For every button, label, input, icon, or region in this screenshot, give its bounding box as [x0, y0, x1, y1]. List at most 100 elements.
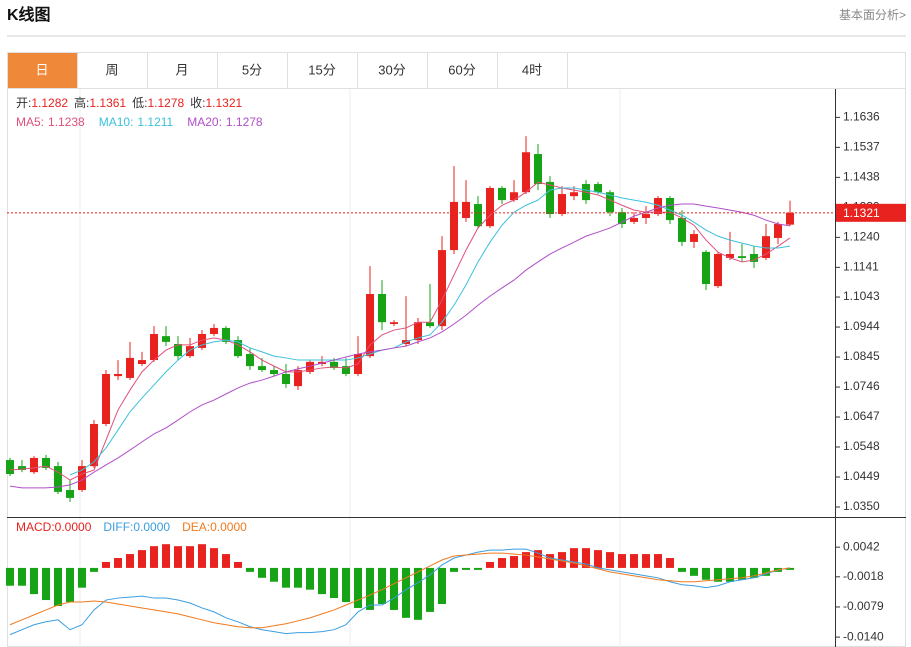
macd-bar	[162, 544, 170, 568]
macd-bar	[246, 567, 254, 572]
macd-bar	[318, 567, 326, 595]
macd-bar	[666, 558, 674, 568]
candle-body	[270, 370, 278, 374]
legend-value: 0.0000	[133, 520, 170, 534]
macd-bar	[630, 554, 638, 568]
macd-bar	[306, 567, 314, 590]
y-tick-label: 0.0042	[843, 539, 880, 553]
candle-body	[6, 460, 14, 474]
macd-bar	[186, 546, 194, 568]
y-tick-label: 1.1537	[843, 140, 880, 154]
y-tick-label: 1.0350	[843, 499, 880, 513]
macd-bar	[726, 567, 734, 582]
tab[interactable]	[77, 52, 148, 89]
macd-bar	[606, 552, 614, 568]
candle-body	[246, 354, 254, 367]
macd-bar	[714, 567, 722, 582]
candle-body	[522, 152, 530, 193]
macd-bar	[450, 567, 458, 572]
macd-bar	[114, 558, 122, 568]
y-tick-label: -0.0140	[843, 629, 884, 643]
candle-body	[510, 192, 518, 201]
y-tick-label: 1.0944	[843, 319, 880, 333]
tab-label[interactable]: 60分	[448, 62, 475, 77]
tab-label[interactable]: 周	[105, 62, 118, 77]
candle-body	[378, 294, 386, 323]
candle-body	[594, 184, 602, 193]
macd-bar	[738, 567, 746, 580]
candle-body	[450, 201, 458, 251]
tab-label[interactable]: 月	[175, 62, 188, 77]
y-tick-label: 1.1438	[843, 170, 880, 184]
analysis-link[interactable]: 基本面分析>	[839, 8, 906, 22]
last-price-tag	[836, 203, 906, 222]
y-tick-label: 1.1141	[843, 260, 879, 274]
candle-body	[690, 234, 698, 242]
macd-bar	[102, 561, 110, 568]
y-tick-label: 1.0449	[843, 469, 880, 483]
candle-body	[666, 197, 674, 221]
macd-bar	[678, 567, 686, 572]
tab-label[interactable]: 30分	[378, 62, 405, 77]
candle-body	[90, 423, 98, 467]
macd-bar	[618, 554, 626, 568]
candle-body	[222, 327, 230, 342]
macd-bar	[282, 567, 290, 588]
candle-body	[642, 214, 650, 218]
candle-body	[282, 374, 290, 384]
candle-body	[306, 361, 314, 372]
candle-body	[426, 322, 434, 327]
candle-body	[762, 236, 770, 258]
legend-value: 1.1238	[48, 115, 85, 129]
y-tick-label: 1.1636	[843, 110, 880, 124]
tab-label[interactable]: 5分	[242, 62, 262, 77]
candle-body	[150, 334, 158, 361]
macd-bar	[66, 567, 74, 603]
macd-bar	[42, 567, 50, 601]
macd-bar	[642, 554, 650, 568]
legend-label: MA20:	[187, 115, 222, 129]
macd-bar	[270, 567, 278, 582]
macd-bar	[18, 567, 26, 586]
candle-body	[342, 366, 350, 374]
macd-bar	[594, 550, 602, 568]
candle-body	[54, 466, 62, 492]
candle-body	[630, 217, 638, 222]
macd-bar	[90, 567, 98, 572]
ohlc-legend-label: 高:	[74, 95, 89, 110]
tab-label[interactable]: 4时	[522, 62, 542, 77]
ohlc-legend-label: 收:	[190, 96, 205, 110]
macd-bar	[342, 567, 350, 603]
macd-bar	[198, 544, 206, 568]
candle-body	[66, 490, 74, 498]
tab[interactable]	[7, 52, 78, 89]
macd-bar	[510, 556, 518, 568]
tab[interactable]	[497, 52, 568, 89]
legend-label: MACD:	[16, 520, 55, 534]
candle-body	[462, 201, 470, 218]
macd-bar	[522, 552, 530, 568]
last-price-label: 1.1321	[843, 206, 880, 220]
macd-bar	[702, 567, 710, 580]
macd-bar	[462, 567, 470, 570]
tab-label[interactable]: 日	[35, 62, 48, 77]
candle-body	[294, 370, 302, 387]
candle-body	[702, 251, 710, 285]
macd-bar	[486, 561, 494, 568]
macd-bar	[402, 567, 410, 618]
y-tick-label: 1.0548	[843, 439, 880, 453]
tab-label[interactable]: 15分	[308, 62, 335, 77]
candle-body	[786, 212, 794, 225]
tab[interactable]	[147, 52, 218, 89]
legend-label: MA5:	[16, 115, 44, 129]
candle-body	[42, 457, 50, 468]
macd-bar	[366, 567, 374, 610]
candle-body	[774, 224, 782, 238]
candle-body	[498, 187, 506, 201]
candle-body	[618, 212, 626, 225]
tab[interactable]	[287, 52, 358, 89]
candle-body	[678, 217, 686, 242]
line-series	[9, 203, 791, 489]
y-tick-label: 1.1240	[843, 230, 880, 244]
candle-body	[390, 322, 398, 325]
